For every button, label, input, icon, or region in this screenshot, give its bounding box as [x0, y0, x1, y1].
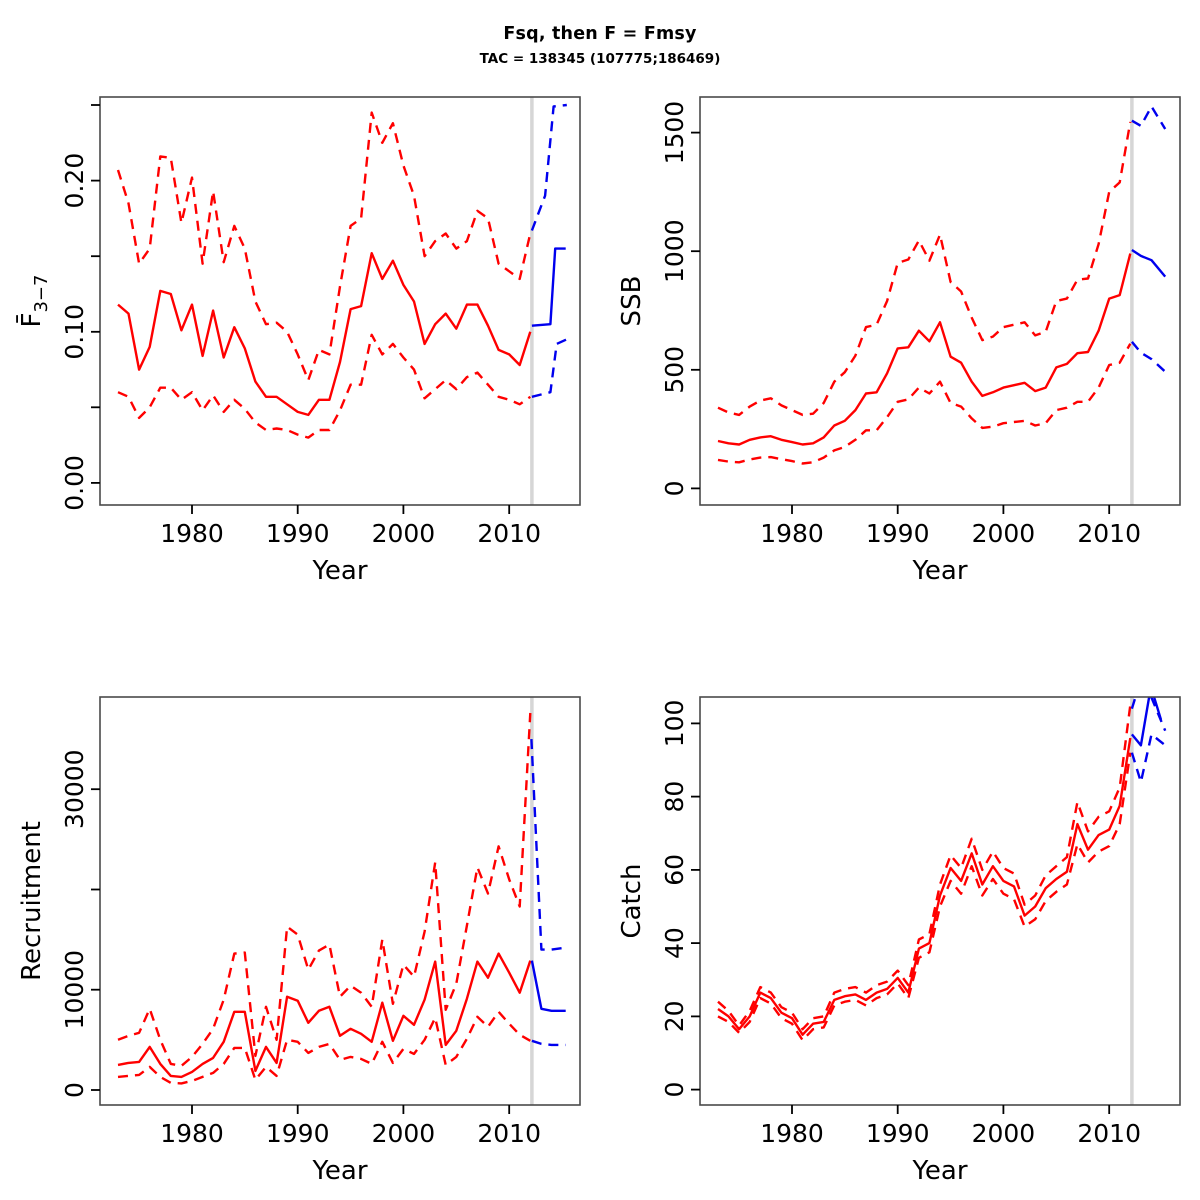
- fbar-x-tick-label: 2010: [477, 519, 541, 548]
- ssb-series-group: [717, 105, 1167, 465]
- catch-series-group: [717, 697, 1167, 1042]
- rec-ci-upper-projection: [530, 739, 566, 951]
- ssb-ci-lower-projection: [1130, 341, 1167, 373]
- rec-ci-lower-historical: [117, 1010, 531, 1085]
- catch-x-tick-label: 1990: [866, 1119, 930, 1148]
- fbar-plot-box: [99, 96, 581, 506]
- title-block: Fsq, then F = Fmsy TAC = 138345 (107775;…: [0, 24, 1200, 67]
- catch-ci-lower-historical: [717, 752, 1132, 1042]
- fbar-x-tick-label: 1980: [160, 519, 224, 548]
- fbar-y-tick-label: 0.00: [60, 455, 89, 511]
- catch-y-tick-label: 0: [660, 1082, 689, 1098]
- catch-median-projection: [1130, 697, 1163, 747]
- catch-x-tick-label: 2010: [1077, 1119, 1141, 1148]
- recruitment-chart-svg: 1980 1990 2000 2010 Year 0 10000 30000 Recruitme…: [17, 696, 581, 1186]
- catch-y-tick-label: 20: [660, 1000, 689, 1032]
- catch-x-tick-label: 1980: [760, 1119, 824, 1148]
- ssb-median-projection: [1131, 248, 1167, 278]
- catch-y-tick-label: 100: [660, 700, 689, 748]
- fbar-y-tick-label: 0.10: [60, 304, 89, 360]
- ssb-x-tick-label: 2000: [972, 519, 1036, 548]
- ssb-ci-upper-historical: [717, 121, 1132, 417]
- rec-series-group: [117, 712, 566, 1085]
- catch-panel: 1980 1990 2000 2010 Year 0 20 40 60 80 100 Catch: [600, 600, 1200, 1200]
- catch-ci-upper-historical: [717, 704, 1132, 1031]
- ssb-x-tick-label: 2010: [1077, 519, 1141, 548]
- ssb-plot-box: [699, 96, 1181, 506]
- rec-y-tick-label: 30000: [60, 749, 89, 829]
- catch-ci-lower-projection: [1130, 733, 1166, 784]
- rec-y-axis-title: Recruitment: [17, 821, 47, 981]
- fbar-median-projection: [531, 247, 566, 327]
- plot-subtitle: TAC = 138345 (107775;186469): [479, 51, 721, 67]
- catch-plot-box: [699, 696, 1181, 1106]
- fbar-ci-upper-historical: [116, 111, 532, 382]
- rec-median-historical: [117, 952, 532, 1079]
- rec-x-tick-label: 1990: [266, 1119, 330, 1148]
- catch-y-axis-title: Catch: [617, 863, 647, 938]
- ssb-chart-svg: 1980 1990 2000 2010 Year 0 500 1000 1500 SSB: [617, 96, 1181, 586]
- catch-y-tick-label: 80: [660, 781, 689, 813]
- rec-plot-box: [99, 696, 581, 1106]
- ssb-y-axis-title: SSB: [617, 276, 647, 327]
- catch-ci-upper-projection: [1130, 697, 1167, 732]
- fbar-ci-lower-projection: [531, 338, 568, 398]
- fbar-chart-svg: 1980 1990 2000 2010 Year 0.00 0.10 0.20 F̄3−7: [15, 96, 581, 586]
- rec-median-projection: [530, 960, 566, 1012]
- rec-x-tick-label: 2010: [477, 1119, 541, 1148]
- fbar-ci-upper-projection: [530, 103, 567, 231]
- rec-y-tick-label: 0: [60, 1082, 89, 1098]
- fbar-median-historical: [117, 251, 532, 417]
- catch-median-historical: [717, 737, 1132, 1036]
- ssb-x-axis-title: Year: [911, 556, 967, 586]
- fbar-x-tick-label: 1990: [266, 519, 330, 548]
- ssb-median-historical: [717, 253, 1132, 446]
- ssb-y-tick-label: 0: [660, 480, 689, 496]
- fbar-x-axis-title: Year: [311, 556, 367, 586]
- fbar-series-group: [116, 103, 568, 439]
- ssb-y-tick-label: 1000: [660, 219, 689, 283]
- plot-title: Fsq, then F = Fmsy: [503, 24, 697, 44]
- catch-x-tick-label: 2000: [972, 1119, 1036, 1148]
- ssb-x-tick-label: 1990: [866, 519, 930, 548]
- fbar-y-axis-title: F̄3−7: [15, 275, 52, 328]
- rec-x-axis-title: Year: [311, 1156, 367, 1186]
- rec-ci-upper-historical: [117, 712, 532, 1068]
- ssb-x-tick-label: 1980: [760, 519, 824, 548]
- rec-ci-lower-projection: [531, 1039, 566, 1047]
- recruitment-panel: 1980 1990 2000 2010 Year 0 10000 30000 Recruitme…: [0, 600, 600, 1200]
- ssb-ci-upper-projection: [1131, 105, 1167, 130]
- rec-x-tick-label: 1980: [160, 1119, 224, 1148]
- fbar-x-tick-label: 2000: [372, 519, 436, 548]
- catch-y-tick-label: 60: [660, 854, 689, 886]
- fbar-panel: 1980 1990 2000 2010 Year 0.00 0.10 0.20 F̄3−7: [0, 0, 600, 600]
- catch-chart-svg: 1980 1990 2000 2010 Year 0 20 40 60 80 100 Catch: [617, 696, 1181, 1186]
- catch-y-tick-label: 40: [660, 927, 689, 959]
- fbar-ci-lower-historical: [117, 333, 531, 439]
- ssb-panel: 1980 1990 2000 2010 Year 0 500 1000 1500 SSB: [600, 0, 1200, 600]
- rec-y-tick-label: 10000: [60, 950, 89, 1030]
- fbar-y-tick-label: 0.20: [60, 153, 89, 209]
- catch-x-axis-title: Year: [911, 1156, 967, 1186]
- ssb-y-tick-label: 500: [660, 346, 689, 394]
- ssb-y-tick-label: 1500: [660, 101, 689, 165]
- ssb-ci-lower-historical: [717, 343, 1132, 465]
- rec-x-tick-label: 2000: [372, 1119, 436, 1148]
